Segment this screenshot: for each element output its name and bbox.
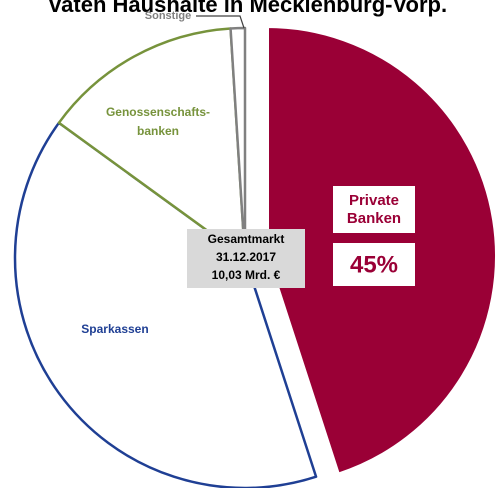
annotation: 10,03 Mrd. €: [212, 268, 281, 282]
annotation-box: [187, 229, 305, 288]
slice-label: Sonstige: [145, 10, 191, 22]
pie-slice: [229, 26, 247, 260]
leader-line: [196, 15, 245, 29]
pie-slice: [57, 27, 247, 260]
chart-title: vaten Haushalte in Mecklenburg-Vorp.: [49, 0, 447, 17]
slice-label: Sparkassen: [81, 322, 148, 336]
slice-label: Genossenschafts-banken: [106, 105, 210, 138]
annotation: Gesamtmarkt: [208, 232, 285, 246]
annotation: 31.12.2017: [216, 250, 276, 264]
value-label: 45%: [350, 251, 398, 278]
label-box: [333, 186, 415, 233]
label-box: [333, 243, 415, 286]
slice-label: Private Banken: [347, 192, 401, 227]
